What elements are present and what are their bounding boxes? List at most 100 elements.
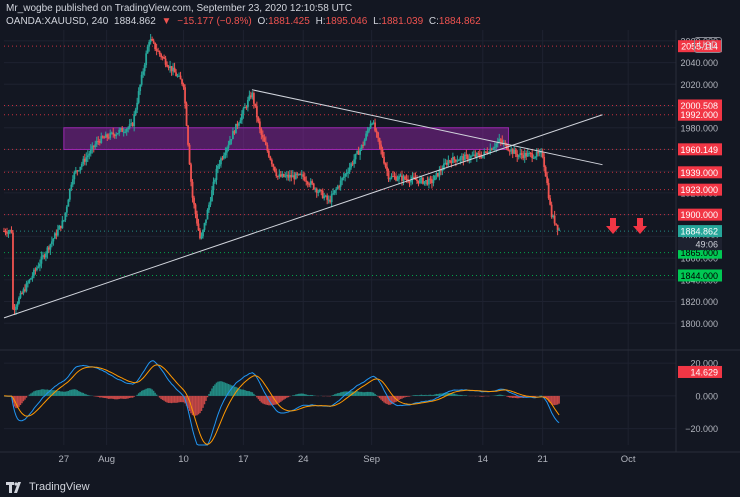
candle-body	[200, 236, 203, 239]
candle-body	[235, 123, 237, 134]
candle-body	[266, 144, 269, 151]
candle-body	[428, 178, 430, 185]
candle-body	[98, 141, 101, 143]
candle-body	[267, 150, 270, 157]
candle-body	[115, 134, 118, 137]
time-tick-label: 24	[298, 454, 309, 465]
level-badge	[678, 166, 722, 179]
candle-body	[275, 171, 278, 177]
candle-body	[107, 137, 110, 139]
candle-body	[384, 163, 387, 167]
candle-body	[176, 75, 179, 77]
candle-body	[347, 171, 350, 174]
candle-body	[411, 176, 414, 180]
candle-body	[211, 190, 213, 202]
candle-body	[441, 169, 444, 172]
candle-body	[181, 79, 183, 85]
level-badge	[678, 108, 722, 121]
candle-body	[540, 152, 543, 154]
macd-value-label: 14.629	[690, 367, 718, 377]
candle-body	[386, 166, 388, 171]
candle-body	[167, 66, 170, 68]
candle-body	[18, 297, 20, 304]
candle-body	[145, 53, 148, 66]
candle-body	[160, 54, 163, 58]
candle-body	[404, 176, 406, 179]
time-tick-label: 14	[478, 454, 489, 465]
candle-body	[377, 132, 379, 138]
candle-body	[68, 188, 71, 200]
candle-body	[532, 157, 535, 159]
symbol-label[interactable]: OANDA:XAUUSD, 240	[6, 16, 109, 27]
level-label: 1865.000	[680, 248, 718, 258]
candle-body	[516, 153, 519, 157]
candle-body	[417, 180, 420, 184]
candle-body	[214, 179, 216, 182]
candle-body	[43, 255, 46, 258]
candle-body	[338, 186, 341, 188]
candle-body	[238, 123, 240, 126]
level-label: 2055.114	[681, 42, 718, 52]
candle-body	[154, 42, 157, 50]
candle-body	[535, 151, 538, 157]
candle-body	[501, 140, 504, 143]
candle-body	[53, 233, 56, 239]
candle-body	[445, 162, 448, 165]
candle-body	[73, 172, 76, 180]
candle-body	[134, 109, 137, 115]
publisher-line: Mr_wogbe published on TradingView.com, S…	[6, 3, 353, 14]
candle-body	[414, 177, 417, 180]
candle-body	[74, 170, 77, 173]
candle-body	[330, 194, 333, 203]
candle-body	[291, 175, 294, 178]
price-tick-label: 1820.000	[680, 297, 718, 307]
candle-body	[478, 153, 481, 157]
level-badge	[678, 99, 722, 112]
candle-body	[42, 255, 44, 257]
candle-body	[30, 278, 32, 280]
macd-tick-label: 0.000	[695, 391, 718, 401]
candle-body	[399, 175, 402, 177]
time-tick-label: Aug	[98, 454, 115, 465]
level-label: 2000.508	[680, 101, 718, 111]
supply-zone	[63, 127, 509, 150]
candle-body	[514, 149, 517, 154]
price-axis: 1800.0001820.0001840.0001860.0001880.000…	[678, 36, 722, 329]
candle-body	[76, 170, 79, 172]
footer-brand[interactable]: TradingView	[6, 481, 90, 493]
candle-body	[431, 179, 433, 184]
candle-body	[395, 176, 397, 181]
candle-body	[459, 157, 462, 161]
candle-body	[28, 279, 31, 283]
candle-body	[261, 134, 264, 138]
candle-body	[164, 58, 167, 65]
candle-body	[245, 106, 248, 108]
candle-body	[538, 152, 541, 154]
candle-body	[510, 149, 513, 152]
candle-body	[302, 174, 305, 177]
candle-body	[112, 132, 115, 135]
candle-body	[83, 158, 86, 162]
brand-name: TradingView	[29, 481, 90, 493]
candle-body	[450, 161, 453, 164]
candle-body	[36, 267, 38, 271]
candle-body	[380, 144, 382, 150]
candle-body	[236, 123, 239, 126]
candle-body	[94, 144, 97, 148]
candle-body	[552, 215, 555, 218]
level-label: 1992.000	[680, 110, 718, 120]
candle-body	[25, 283, 28, 292]
candle-body	[442, 163, 445, 170]
candle-body	[59, 225, 62, 229]
grid-lines	[4, 30, 676, 445]
candles	[3, 33, 561, 316]
candle-body	[432, 180, 435, 184]
candle-body	[71, 179, 74, 185]
candle-body	[287, 174, 290, 178]
candle-body	[242, 108, 245, 114]
time-tick-label: 27	[59, 454, 70, 465]
currency-badge[interactable]: USD	[694, 37, 722, 53]
candle-body	[309, 181, 312, 185]
candle-body	[196, 214, 198, 224]
